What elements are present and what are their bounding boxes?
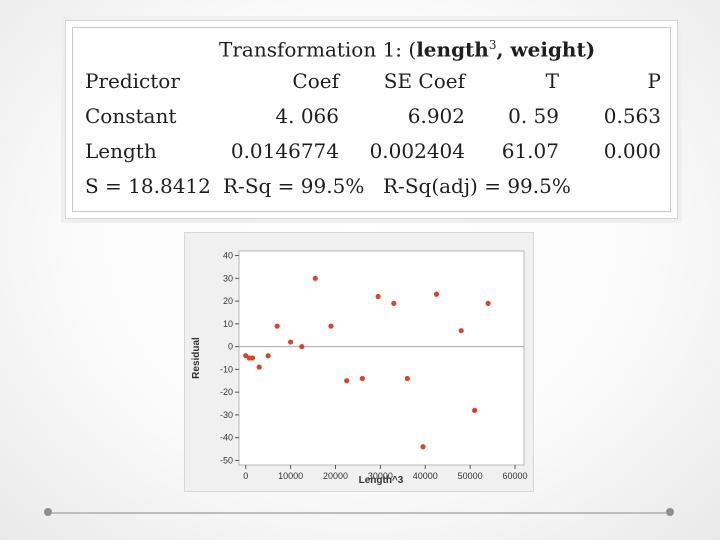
header-coef: Coef bbox=[292, 69, 339, 93]
data-point bbox=[420, 444, 426, 450]
header-t: T bbox=[545, 69, 559, 93]
y-tick-label: -30 bbox=[220, 410, 233, 420]
y-axis-label: Residual bbox=[191, 337, 202, 379]
header-se-coef: SE Coef bbox=[383, 69, 465, 93]
y-tick-label: 10 bbox=[223, 319, 233, 329]
residual-plot: -50 -40 -30 -20 -10 0 10 20 30 40 0 10000 20000 3000… bbox=[184, 232, 534, 492]
data-point bbox=[344, 378, 350, 384]
title-exponent: 3 bbox=[488, 38, 497, 52]
data-point bbox=[458, 328, 464, 334]
data-point bbox=[249, 355, 256, 361]
x-tick-label: 20000 bbox=[323, 471, 348, 481]
plot-area bbox=[238, 250, 525, 466]
data-point bbox=[404, 375, 410, 382]
x-axis-label: Length^3 bbox=[359, 475, 404, 486]
y-tick-label: 40 bbox=[223, 251, 233, 261]
data-point bbox=[472, 407, 478, 413]
regression-output-table: Transformation 1: (length3, weight) Pred… bbox=[65, 20, 678, 219]
left-corner-dot bbox=[44, 508, 52, 516]
data-point bbox=[274, 323, 280, 329]
x-tick-label: 50000 bbox=[458, 471, 483, 481]
row-length-t: 61.07 bbox=[501, 139, 559, 163]
row-constant-se-coef: 6.902 bbox=[407, 104, 465, 128]
data-points bbox=[243, 275, 491, 450]
x-tick-label: 40000 bbox=[413, 471, 438, 481]
x-tick-label: 60000 bbox=[503, 471, 528, 481]
title-rest: , weight) bbox=[496, 37, 596, 62]
data-point bbox=[265, 353, 271, 359]
data-point bbox=[328, 323, 334, 329]
x-axis: 0 10000 20000 30000 40000 50000 60000 bbox=[243, 465, 528, 481]
regression-output-frame: Transformation 1: (length3, weight) Pred… bbox=[72, 27, 671, 212]
data-point bbox=[433, 291, 440, 297]
data-point bbox=[391, 300, 397, 306]
y-tick-label: -50 bbox=[220, 455, 233, 465]
y-tick-label: -10 bbox=[220, 364, 233, 374]
data-point bbox=[299, 344, 305, 350]
row-constant-t: 0. 59 bbox=[508, 104, 559, 128]
summary-rsq-adj: R-Sq(adj) = 99.5% bbox=[383, 174, 571, 198]
residual-scatter-svg: -50 -40 -30 -20 -10 0 10 20 30 40 0 10000 20000 3000… bbox=[191, 250, 528, 486]
data-point bbox=[312, 275, 318, 281]
y-tick-label: 0 bbox=[228, 342, 233, 352]
row-constant-predictor: Constant bbox=[85, 104, 177, 128]
header-p: P bbox=[647, 69, 661, 93]
regression-title: Transformation 1: (length3, weight) bbox=[219, 33, 595, 62]
row-length-predictor: Length bbox=[85, 139, 157, 163]
y-axis: -50 -40 -30 -20 -10 0 10 20 30 40 bbox=[220, 251, 239, 465]
title-prefix: Transformation 1: ( bbox=[219, 37, 417, 62]
summary-rsq: R-Sq = 99.5% bbox=[223, 174, 365, 198]
title-var-length: length bbox=[416, 37, 489, 62]
row-length-se-coef: 0.002404 bbox=[369, 139, 465, 163]
data-point bbox=[288, 339, 294, 345]
row-length-coef: 0.0146774 bbox=[230, 139, 339, 163]
y-tick-label: -20 bbox=[220, 387, 233, 397]
summary-s: S = 18.8412 bbox=[85, 174, 211, 198]
data-point bbox=[359, 375, 366, 382]
x-tick-label: 10000 bbox=[278, 471, 303, 481]
data-point bbox=[375, 293, 381, 300]
header-predictor: Predictor bbox=[85, 69, 180, 93]
bottom-rule bbox=[52, 512, 666, 514]
y-tick-label: 20 bbox=[223, 296, 233, 306]
right-corner-dot bbox=[666, 508, 674, 516]
data-point bbox=[485, 300, 491, 306]
y-tick-label: -40 bbox=[220, 433, 233, 443]
y-tick-label: 30 bbox=[223, 273, 233, 283]
row-constant-p: 0.563 bbox=[603, 104, 661, 128]
row-length-p: 0.000 bbox=[603, 139, 661, 163]
data-point bbox=[256, 364, 262, 370]
x-tick-label: 0 bbox=[243, 471, 248, 481]
row-constant-coef: 4. 066 bbox=[275, 104, 339, 128]
x-tick-label: 30000 bbox=[368, 471, 393, 481]
